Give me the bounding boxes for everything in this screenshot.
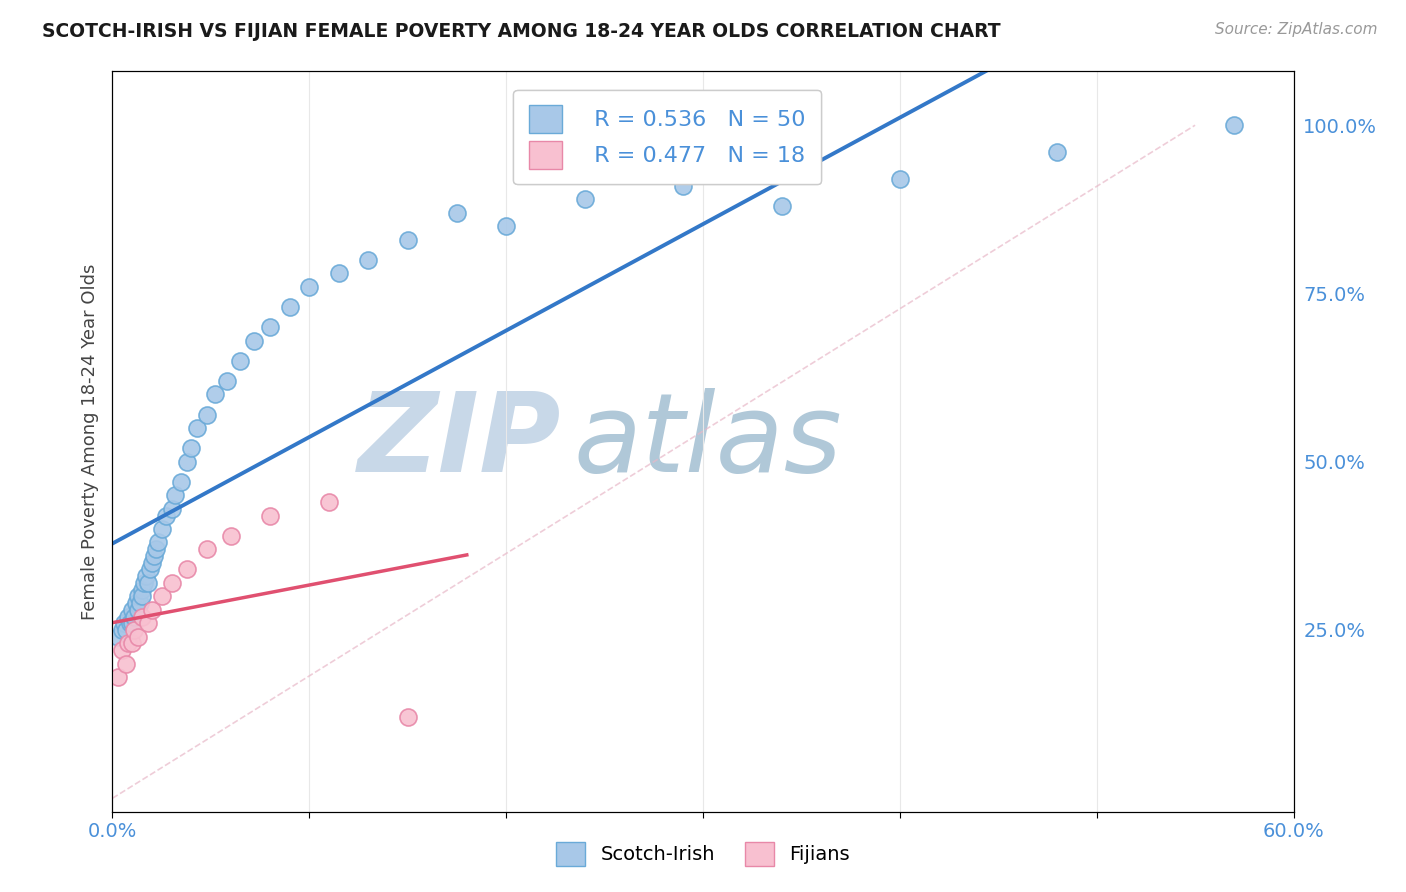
Point — [318, 495, 340, 509]
Point — [150, 522, 173, 536]
Point — [139, 562, 162, 576]
Point — [121, 636, 143, 650]
Point — [495, 219, 517, 234]
Point — [150, 590, 173, 604]
Point — [131, 609, 153, 624]
Point — [165, 488, 187, 502]
Y-axis label: Female Poverty Among 18-24 Year Olds: Female Poverty Among 18-24 Year Olds — [80, 263, 98, 620]
Point — [129, 596, 152, 610]
Point — [136, 616, 159, 631]
Point — [117, 636, 139, 650]
Point — [195, 542, 218, 557]
Point — [107, 670, 129, 684]
Point — [127, 603, 149, 617]
Point — [170, 475, 193, 489]
Point — [121, 616, 143, 631]
Point — [229, 353, 252, 368]
Text: atlas: atlas — [574, 388, 842, 495]
Point — [204, 387, 226, 401]
Point — [278, 300, 301, 314]
Point — [117, 609, 139, 624]
Point — [243, 334, 266, 348]
Point — [259, 320, 281, 334]
Point — [131, 590, 153, 604]
Point — [111, 623, 134, 637]
Point — [120, 616, 142, 631]
Point — [155, 508, 177, 523]
Point — [298, 279, 321, 293]
Point — [176, 562, 198, 576]
Point — [112, 616, 135, 631]
Point — [122, 623, 145, 637]
Point — [107, 630, 129, 644]
Point — [195, 408, 218, 422]
Point — [160, 575, 183, 590]
Text: SCOTCH-IRISH VS FIJIAN FEMALE POVERTY AMONG 18-24 YEAR OLDS CORRELATION CHART: SCOTCH-IRISH VS FIJIAN FEMALE POVERTY AM… — [42, 22, 1001, 41]
Point — [111, 643, 134, 657]
Legend: Scotch-Irish, Fijians: Scotch-Irish, Fijians — [548, 834, 858, 873]
Point — [131, 582, 153, 597]
Point — [215, 374, 238, 388]
Point — [180, 442, 202, 456]
Point — [259, 508, 281, 523]
Point — [121, 603, 143, 617]
Point — [125, 596, 148, 610]
Point — [186, 421, 208, 435]
Point — [396, 710, 419, 724]
Point — [357, 252, 380, 267]
Point — [141, 556, 163, 570]
Text: Source: ZipAtlas.com: Source: ZipAtlas.com — [1215, 22, 1378, 37]
Point — [122, 609, 145, 624]
Point — [770, 199, 793, 213]
Point — [328, 266, 350, 280]
Point — [127, 590, 149, 604]
Point — [115, 623, 138, 637]
Point — [141, 603, 163, 617]
Point — [176, 455, 198, 469]
Point — [1223, 118, 1246, 132]
Legend:   R = 0.536   N = 50,   R = 0.477   N = 18: R = 0.536 N = 50, R = 0.477 N = 18 — [513, 90, 821, 184]
Point — [446, 205, 468, 219]
Text: ZIP: ZIP — [357, 388, 561, 495]
Point — [135, 569, 157, 583]
Point — [672, 178, 695, 193]
Point — [889, 172, 911, 186]
Point — [146, 535, 169, 549]
Point — [160, 501, 183, 516]
Point — [1046, 145, 1069, 160]
Point — [136, 575, 159, 590]
Point — [132, 575, 155, 590]
Point — [142, 549, 165, 563]
Point — [145, 542, 167, 557]
Point — [219, 529, 242, 543]
Point — [115, 657, 138, 671]
Point — [127, 630, 149, 644]
Point — [396, 233, 419, 247]
Point — [574, 192, 596, 206]
